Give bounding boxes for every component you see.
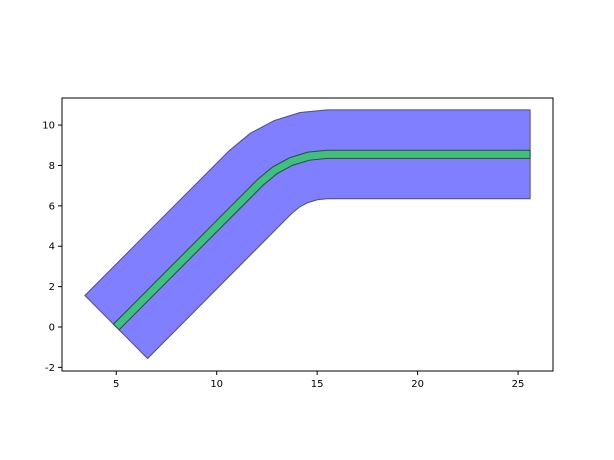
x-tick-label: 15 <box>311 379 324 390</box>
polygon <box>84 109 531 360</box>
y-tick-label: 6 <box>49 201 55 212</box>
y-tick-label: 8 <box>49 161 55 172</box>
x-tick-label: 25 <box>512 379 525 390</box>
y-tick-label: 2 <box>49 282 55 293</box>
y-tick-label: 4 <box>49 242 55 253</box>
x-tick-label: 10 <box>210 379 223 390</box>
x-tick-label: 5 <box>113 379 119 390</box>
axes-frame <box>61 97 554 372</box>
y-tick-label: -2 <box>45 363 55 374</box>
x-tick-label: 20 <box>411 379 424 390</box>
y-tick-label: 0 <box>49 322 55 333</box>
polygon <box>112 149 531 331</box>
y-tick-label: 10 <box>42 121 55 132</box>
plot-area <box>84 109 531 360</box>
